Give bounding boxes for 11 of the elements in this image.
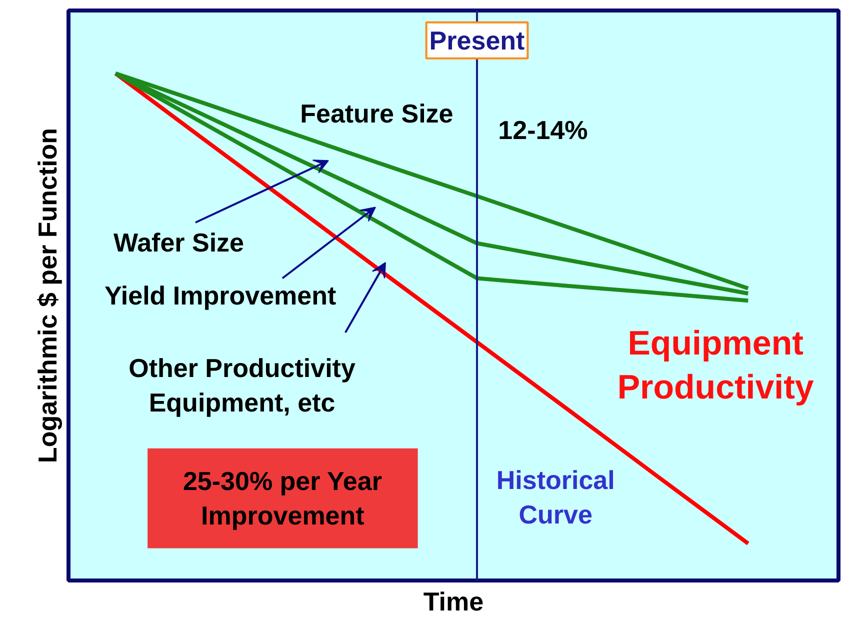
annotation: Feature Size <box>300 98 454 128</box>
annotation: Yield Improvement <box>104 280 336 310</box>
annotation: Historical Curve <box>496 465 615 530</box>
annotation: 12-14% <box>498 115 588 146</box>
text: Present <box>429 25 526 56</box>
annotation: Other Productivity Equipment, etc <box>128 353 356 418</box>
annotation: Wafer Size <box>114 227 244 258</box>
y-axis-title: Logarithmic $ per Function <box>32 128 62 464</box>
annotation: Equipment Productivity <box>617 324 814 406</box>
x-axis-title: Time <box>423 586 484 616</box>
annotation: 25-30% per Year Improvement <box>182 466 382 531</box>
